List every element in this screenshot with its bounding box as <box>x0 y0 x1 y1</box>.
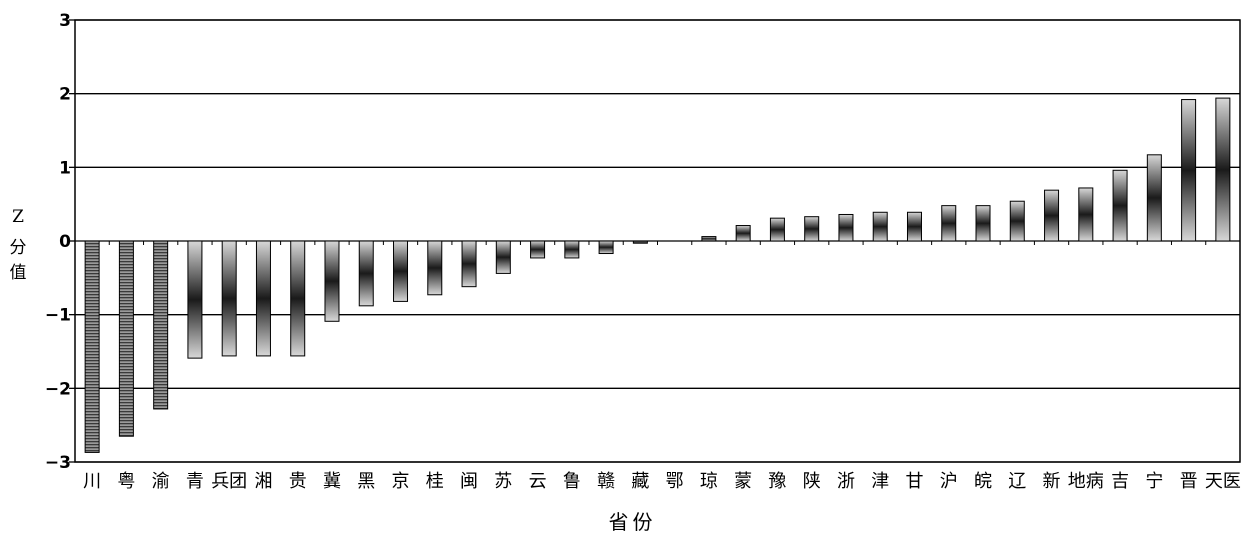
bar <box>1146 154 1162 242</box>
bar <box>1112 169 1128 242</box>
x-tick-label: 桂 <box>426 471 444 492</box>
bar <box>461 240 477 288</box>
bar <box>838 213 854 242</box>
bar <box>393 240 409 302</box>
x-tick-label: 蒙 <box>734 471 752 492</box>
x-tick-label: 地病 <box>1068 471 1104 492</box>
y-axis-label-char: 分 <box>9 238 27 258</box>
y-axis-label-char: 值 <box>9 263 27 283</box>
x-tick-label: 浙 <box>837 471 855 492</box>
bar <box>564 240 580 259</box>
bar <box>804 216 820 242</box>
bar <box>84 240 100 453</box>
bar <box>941 205 957 242</box>
x-tick-label: 鲁 <box>563 471 581 492</box>
x-tick-label: 天医 <box>1205 471 1241 492</box>
x-tick-label: 琼 <box>700 471 718 492</box>
bar <box>872 211 888 242</box>
bars <box>84 97 1231 453</box>
ticks <box>69 19 1241 463</box>
y-tick-label: 2 <box>59 85 71 105</box>
x-tick-label: 新 <box>1043 471 1061 492</box>
x-tick-label: 闽 <box>460 471 478 492</box>
bar <box>118 240 134 437</box>
bar <box>358 240 374 307</box>
x-axis-title: 省份 <box>608 510 657 534</box>
x-tick-label: 冀 <box>323 471 341 492</box>
x-tick-label: 粤 <box>117 471 135 492</box>
bar <box>1181 99 1197 242</box>
bar <box>530 240 546 259</box>
bar <box>324 240 340 322</box>
y-tick-label: 0 <box>59 232 71 252</box>
x-tick-label: 贵 <box>289 471 307 492</box>
bar <box>1009 200 1025 242</box>
y-tick-label: −3 <box>45 453 71 473</box>
y-tick-label: 3 <box>59 11 71 31</box>
bar <box>221 240 237 357</box>
bar <box>153 240 169 410</box>
bar <box>1078 187 1094 242</box>
bar <box>1215 97 1231 242</box>
x-tick-label: 鄂 <box>666 471 684 492</box>
bar <box>735 225 751 242</box>
y-axis-label-char: Z <box>12 207 24 227</box>
x-tick-label: 津 <box>871 471 889 492</box>
bar <box>632 240 648 244</box>
x-tick-label: 兵团 <box>211 471 247 492</box>
x-tick-label: 甘 <box>905 471 923 492</box>
y-tick-label: −1 <box>45 306 71 326</box>
bar <box>975 205 991 242</box>
x-tick-label: 沪 <box>940 471 958 492</box>
x-tick-label: 晋 <box>1180 471 1198 492</box>
x-tick-label: 渝 <box>152 471 170 492</box>
x-tick-label: 青 <box>186 471 204 492</box>
x-tick-label: 云 <box>529 471 547 492</box>
bar <box>906 211 922 242</box>
bar <box>701 236 717 242</box>
x-tick-label: 藏 <box>631 471 649 492</box>
y-tick-label: 1 <box>59 158 71 178</box>
y-tick-label: −2 <box>45 379 71 399</box>
x-tick-label: 湘 <box>254 471 272 492</box>
bar <box>255 240 271 357</box>
bar <box>598 240 614 255</box>
x-tick-label: 川 <box>83 471 101 492</box>
x-tick-label: 陕 <box>803 471 821 492</box>
bar <box>769 217 785 242</box>
x-tick-label: 皖 <box>974 471 992 492</box>
bar <box>427 240 443 296</box>
bar <box>1044 189 1060 242</box>
tick-labels: 3 2 1 0 −1 −2 −3 川粤渝青兵团湘贵冀黑京桂闽苏云鲁赣藏鄂琼蒙豫陕浙津甘沪皖辽新… <box>45 11 1241 492</box>
bar <box>187 240 203 359</box>
bar <box>290 240 306 357</box>
x-tick-label: 京 <box>392 471 410 492</box>
x-tick-label: 豫 <box>768 471 786 492</box>
x-tick-label: 黑 <box>357 471 375 492</box>
x-tick-label: 辽 <box>1008 471 1026 492</box>
bar <box>495 240 511 274</box>
x-tick-label: 苏 <box>494 471 512 492</box>
x-tick-label: 赣 <box>597 471 615 492</box>
x-tick-label: 吉 <box>1111 471 1129 492</box>
x-tick-label: 宁 <box>1145 471 1163 492</box>
